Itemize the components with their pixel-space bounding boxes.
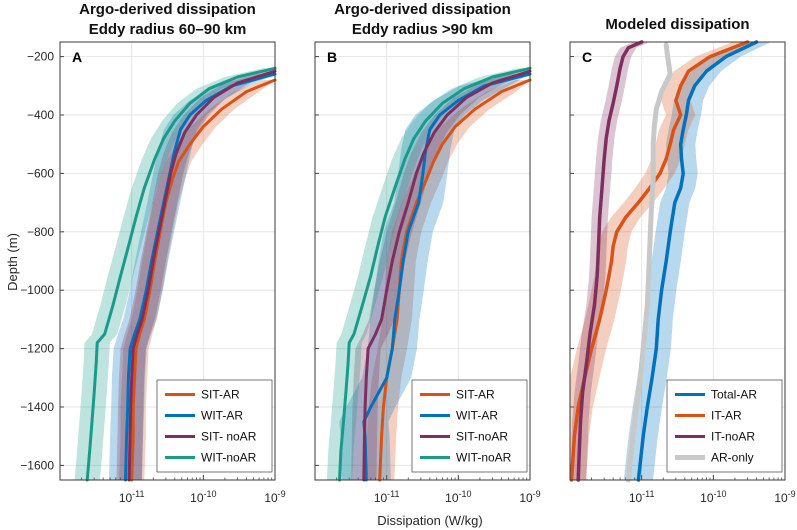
panel-title: Eddy radius 60–90 km (89, 21, 247, 38)
series-line-wit-noar (338, 66, 532, 482)
legend-label: WIT-AR (456, 409, 498, 423)
y-tick-label: −800 (27, 225, 54, 239)
y-tick-label: −600 (27, 166, 54, 180)
series-line-sit-ar (378, 78, 532, 482)
y-axis-label: Depth (m) (5, 233, 20, 291)
series-band-total-ar (623, 42, 772, 480)
legend-label: SIT-AR (456, 388, 495, 402)
x-tick-label: 10-10 (445, 489, 471, 505)
x-tick-label: 10-9 (264, 489, 285, 505)
legend: SIT-AR WIT-AR SIT- noAR WIT-noAR (156, 379, 273, 473)
y-tick-label: −400 (27, 108, 54, 122)
panel-a: −200 −400 −600 −800 −1000 −1200 −1400 −1600 10-1… (20, 1, 285, 505)
panel-b: 10-11 10-10 10-9 B Argo-derived dissipation E… (314, 1, 541, 505)
legend-label: SIT-noAR (456, 430, 508, 444)
series-band-it-ar (570, 42, 763, 480)
axes-box (59, 41, 276, 481)
panel-title: Argo-derived dissipation (79, 1, 256, 18)
x-tick-label: 10-10 (700, 489, 726, 505)
y-tick-label: −1400 (20, 400, 54, 414)
x-tick-label: 10-11 (374, 489, 400, 505)
x-tick-label: 10-11 (119, 489, 145, 505)
legend-label: WIT-noAR (201, 451, 257, 465)
y-tick-label: −200 (27, 50, 54, 64)
panel-letter: A (72, 49, 82, 65)
y-tick-label: −1600 (20, 458, 54, 472)
panel-letter: C (582, 49, 592, 65)
legend-label: WIT-AR (201, 409, 243, 423)
series-line-total-ar (636, 40, 759, 482)
axes-box (314, 41, 531, 481)
series-line-sit-noar (362, 69, 532, 482)
panel-title: Argo-derived dissipation (334, 1, 511, 18)
x-tick-label: 10-9 (519, 489, 540, 505)
legend-label: IT-noAR (711, 430, 755, 444)
panel-title: Eddy radius >90 km (352, 21, 493, 38)
legend-label: WIT-noAR (456, 451, 512, 465)
axes-box (569, 41, 786, 481)
x-tick-label: 10-11 (629, 489, 655, 505)
panel-c: 10-11 10-10 10-9 C Modeled dissipation Total-… (569, 16, 796, 505)
panel-title: Modeled dissipation (605, 16, 749, 33)
panel-letter: B (327, 49, 337, 65)
series-line-it-noar (576, 40, 644, 482)
x-axis-label: Dissipation (W/kg) (377, 513, 482, 528)
legend-label: SIT- noAR (201, 430, 257, 444)
legend-label: SIT-AR (201, 388, 240, 402)
series-line-sit-noar (127, 69, 277, 482)
series-line-it-ar (569, 40, 750, 482)
x-tick-label: 10-9 (774, 489, 795, 505)
series-line-wit-ar (362, 72, 532, 482)
legend-label: IT-AR (711, 409, 742, 423)
legend: SIT-AR WIT-AR SIT-noAR WIT-noAR (411, 379, 528, 473)
series-line-ar-only (625, 42, 673, 483)
legend: Total-AR IT-AR IT-noAR AR-only (666, 379, 783, 473)
x-tick-label: 10-10 (190, 489, 216, 505)
legend-label: Total-AR (711, 388, 757, 402)
series-band-it-noar (570, 42, 650, 480)
series-band-wit-noar (326, 68, 530, 481)
series-line-wit-noar (85, 66, 277, 482)
series-band-wit-noar (74, 68, 275, 481)
legend-label: AR-only (711, 451, 754, 465)
y-tick-label: −1000 (20, 283, 54, 297)
y-tick-label: −1200 (20, 342, 54, 356)
series-band-sit-noar (351, 71, 530, 480)
